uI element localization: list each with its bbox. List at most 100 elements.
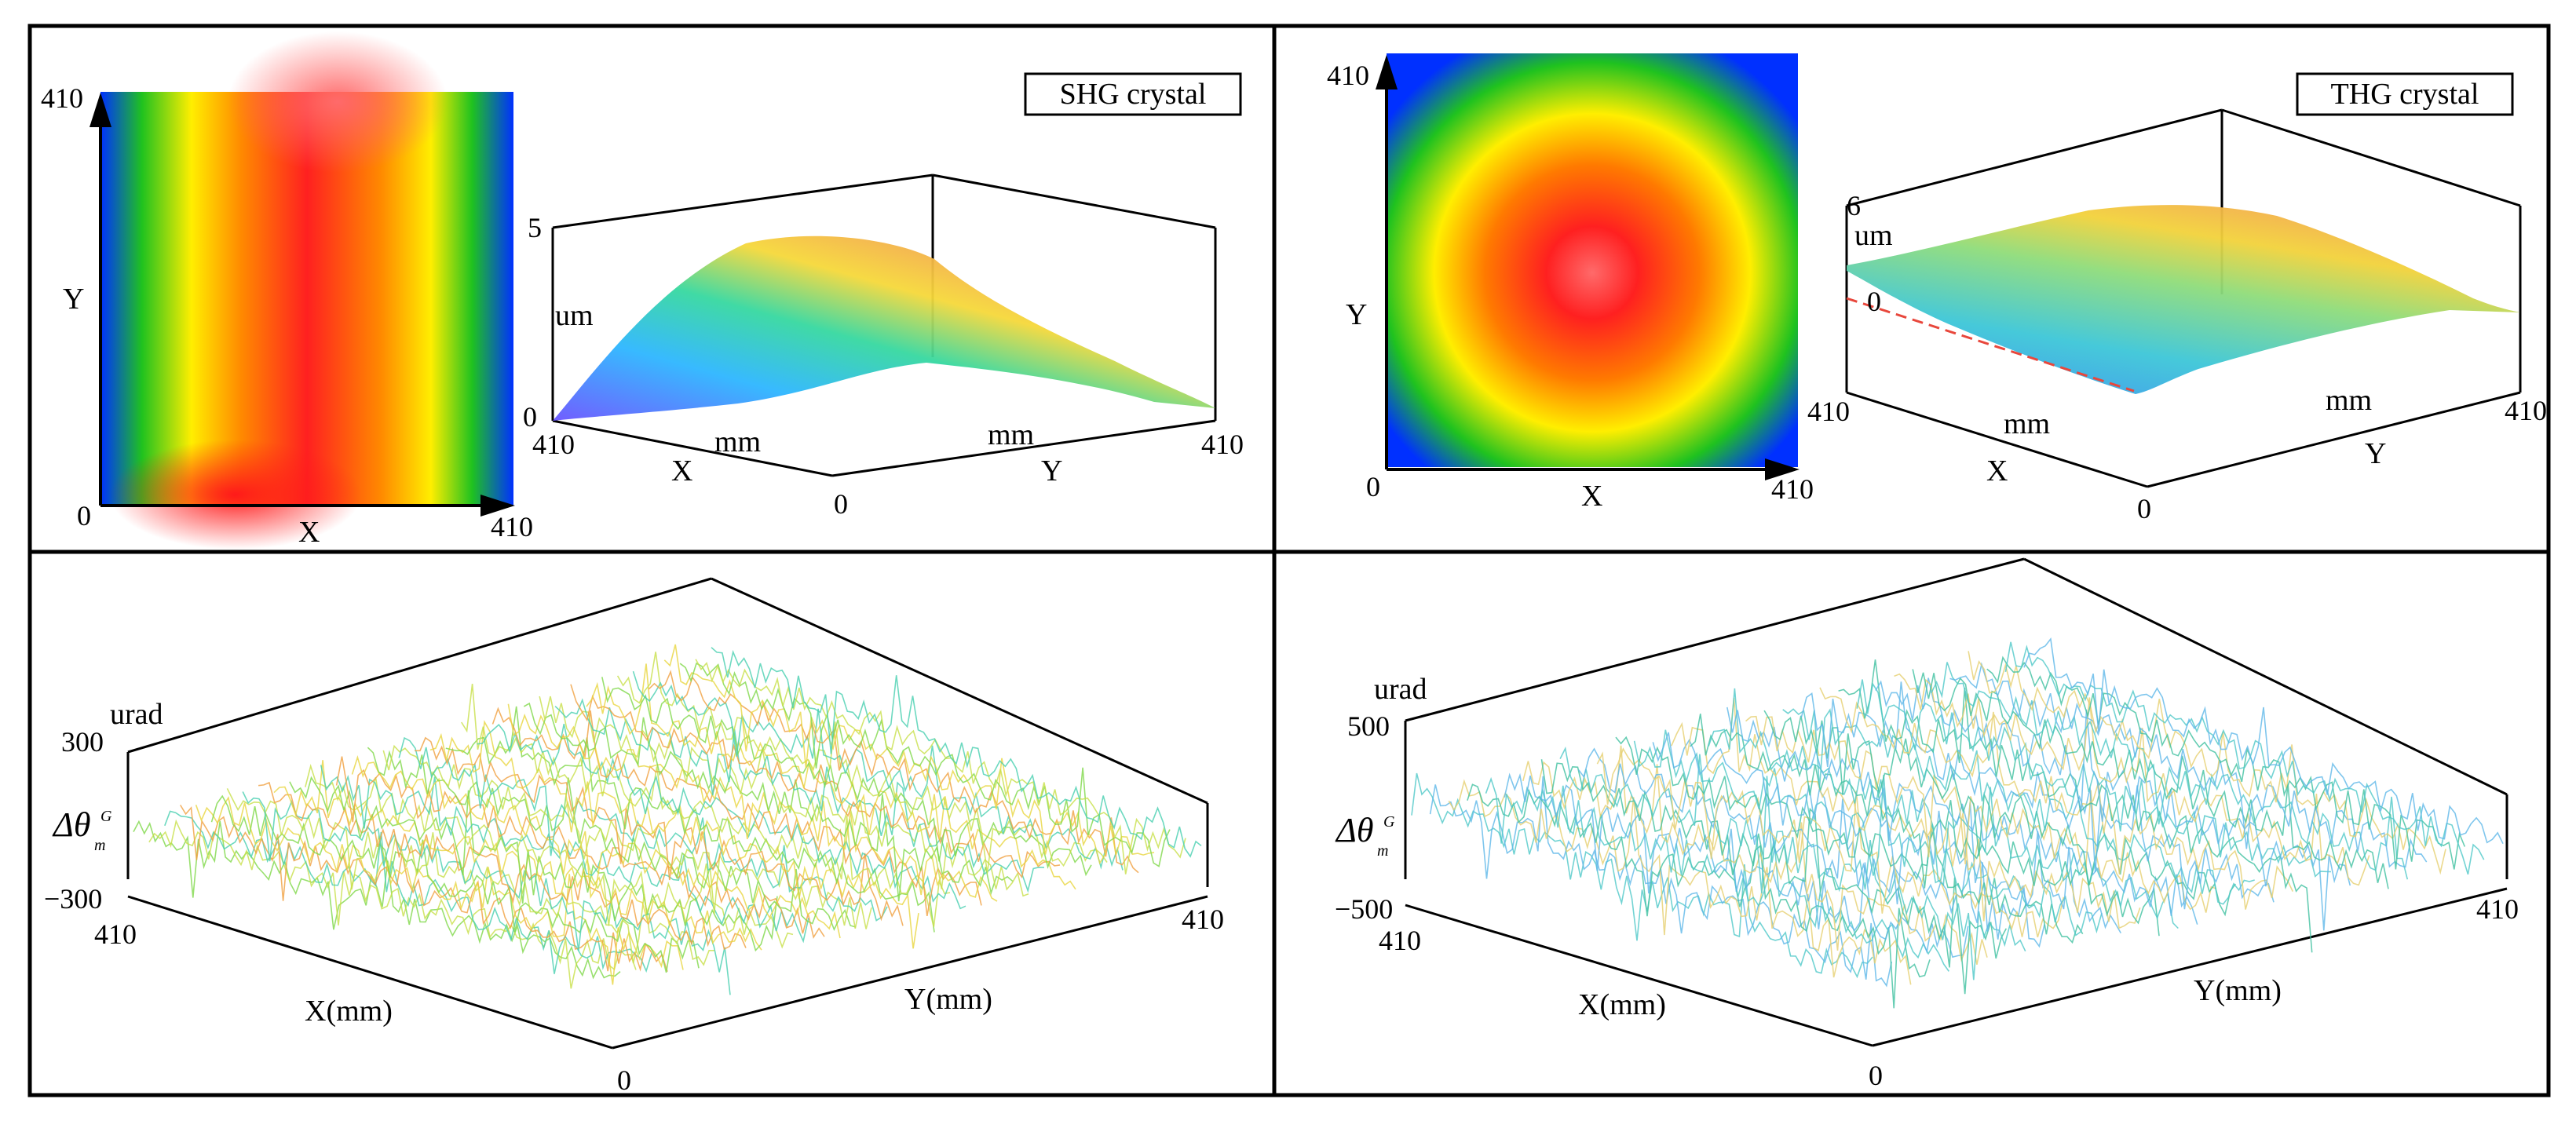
thg-surf-ylabel: Y xyxy=(2365,437,2386,470)
shg-angle-zmax: 300 xyxy=(61,726,104,758)
svg-text:m: m xyxy=(1377,842,1388,860)
shg-angle-zmin: −300 xyxy=(44,883,102,915)
shg-surf-origin: 0 xyxy=(834,488,848,520)
thg-wire-line xyxy=(1448,779,1912,985)
thg-wire-line xyxy=(1819,687,2294,910)
thg-y-label: Y xyxy=(1346,298,1367,331)
thg-y-arrow xyxy=(1376,55,1398,89)
shg-surface xyxy=(553,236,1215,421)
shg-surf-yunit: mm xyxy=(988,418,1034,451)
thg-angle-zmax: 500 xyxy=(1347,710,1390,742)
shg-surf-ymax: 410 xyxy=(1201,429,1244,460)
thg-wire-line xyxy=(1763,710,2236,917)
shg-surf-ylabel: Y xyxy=(1041,455,1062,487)
thg-title-box: THG crystal xyxy=(2296,72,2514,116)
shg-x-arrow xyxy=(480,495,515,517)
shg-surf-zlabel: um xyxy=(555,299,594,332)
thg-surf-xmax: 410 xyxy=(1807,396,1850,427)
shg-wire-line xyxy=(367,747,857,932)
shg-wire-line xyxy=(570,684,1061,879)
shg-angle-xlabel: X(mm) xyxy=(305,995,393,1028)
thg-surf-zmid: 0 xyxy=(1867,286,1881,317)
thg-surf-xunit: mm xyxy=(2004,407,2050,440)
thg-wire-line xyxy=(1522,745,1988,965)
thg-wire-line xyxy=(1912,669,2389,889)
shg-wire-line xyxy=(663,644,1155,865)
thg-origin: 0 xyxy=(1366,471,1380,502)
svg-text:Δθ: Δθ xyxy=(52,805,90,844)
shg-title-box: SHG crystal xyxy=(1024,72,1242,116)
thg-angle-zmin: −500 xyxy=(1335,893,1393,925)
shg-wire-line xyxy=(258,781,747,951)
thg-angle-zlabel: urad xyxy=(1374,673,1427,706)
thg-x-max: 410 xyxy=(1771,473,1814,505)
thg-angle-symbol: Δθ G m xyxy=(1335,811,1395,860)
thg-surface xyxy=(1847,205,2520,394)
shg-angle-box xyxy=(126,577,1209,1050)
thg-wire-line xyxy=(1559,747,2026,980)
shg-wire-line xyxy=(586,663,1076,890)
thg-angle-ymax: 410 xyxy=(2476,893,2519,925)
thg-wire-line xyxy=(1467,783,1931,1009)
shg-wire-line xyxy=(554,698,1045,893)
thg-y-max: 410 xyxy=(1327,60,1369,91)
shg-angle-symbol: Δθ G m xyxy=(52,805,112,854)
panel-frame xyxy=(27,24,2551,1097)
thg-colormap xyxy=(1387,53,1798,467)
thg-surf-xlabel: X xyxy=(1986,455,2008,487)
shg-origin: 0 xyxy=(77,500,91,531)
shg-wire-line xyxy=(507,703,998,902)
shg-wire-line xyxy=(351,755,841,939)
shg-surf-zmax: 5 xyxy=(528,212,542,243)
shg-surf-xunit: mm xyxy=(714,425,761,458)
shg-wire-line xyxy=(477,724,966,910)
shg-surf-xlabel: X xyxy=(671,455,692,487)
thg-angle-ylabel: Y(mm) xyxy=(2194,974,2282,1007)
thg-title: THG crystal xyxy=(2331,78,2479,111)
thg-dashed-line xyxy=(1846,297,2135,393)
shg-wire-line xyxy=(491,707,982,917)
thg-map-axes xyxy=(1385,72,1787,471)
shg-angle-xmax: 410 xyxy=(94,918,137,950)
shg-wire-line xyxy=(648,670,1139,874)
thg-wire-line xyxy=(1838,659,2313,953)
thg-surf-zlabel: um xyxy=(1854,219,1893,252)
shg-wire-line xyxy=(679,662,1171,867)
svg-text:Δθ: Δθ xyxy=(1335,811,1373,849)
thg-wire-line xyxy=(1745,715,2217,913)
shg-wire-line xyxy=(164,810,652,974)
shg-colormap xyxy=(100,31,513,550)
shg-angle-zlabel: urad xyxy=(110,698,163,731)
shg-surf-zmin: 0 xyxy=(523,401,537,433)
thg-wire-line xyxy=(1708,688,2179,929)
shg-wire-line xyxy=(133,820,621,980)
shg-title: SHG crystal xyxy=(1060,78,1207,111)
thg-surf-ymax: 410 xyxy=(2505,395,2547,426)
shg-wire-line xyxy=(415,736,904,926)
shg-angle-ymax: 410 xyxy=(1182,904,1224,935)
thg-wire-line xyxy=(1615,736,2084,944)
shg-y-arrow xyxy=(90,93,111,127)
svg-text:m: m xyxy=(94,837,105,854)
thg-wire-line xyxy=(1968,651,2446,875)
shg-map-axes xyxy=(99,110,502,507)
thg-wire-line xyxy=(1800,681,2275,910)
thg-x-arrow xyxy=(1765,458,1800,480)
thg-wire-line xyxy=(1726,707,2198,925)
shg-angle-wireframe xyxy=(133,644,1202,995)
shg-angle-origin: 0 xyxy=(617,1064,631,1096)
thg-surf-origin: 0 xyxy=(2137,493,2151,524)
shg-wire-line xyxy=(242,791,731,995)
thg-wire-line xyxy=(1782,708,2255,905)
thg-angle-box xyxy=(1404,557,2508,1047)
thg-wire-line xyxy=(1411,772,1873,979)
shg-x-max: 410 xyxy=(491,511,533,542)
shg-wire-line xyxy=(195,796,684,985)
shg-wire-line xyxy=(320,765,809,944)
thg-wire-line xyxy=(2023,637,2504,845)
thg-wire-line xyxy=(1875,677,2351,931)
thg-wire-line xyxy=(1894,673,2370,886)
shg-angle-ylabel: Y(mm) xyxy=(904,983,992,1016)
thg-wire-line xyxy=(2004,641,2485,875)
